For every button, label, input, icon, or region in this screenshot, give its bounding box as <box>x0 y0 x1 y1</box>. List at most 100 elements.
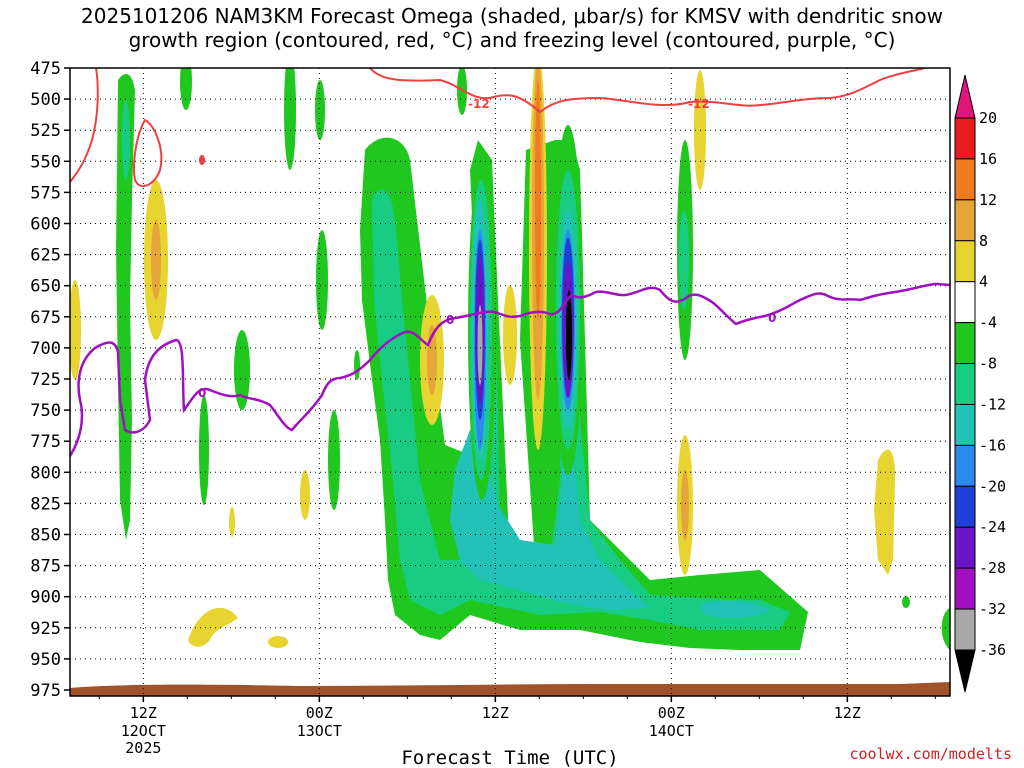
x-tick-year: 2025 <box>125 739 161 757</box>
y-tick-label: 950 <box>30 650 61 670</box>
omega-left-yellow-5 <box>188 607 238 647</box>
colorbar-swatch <box>954 403 976 446</box>
x-tick-date: 12OCT <box>121 722 166 740</box>
colorbar-swatch <box>954 158 976 201</box>
y-tick-label: 700 <box>30 339 61 359</box>
colorbar-label: 8 <box>979 232 988 250</box>
title-line-1: 2025101206 NAM3KM Forecast Omega (shaded… <box>81 4 943 28</box>
omega-core-2-black <box>566 290 572 380</box>
omega-sink-orange <box>535 80 541 320</box>
colorbar-swatch <box>954 117 976 160</box>
x-tick-label: 00Z <box>306 704 333 722</box>
omega-region-left-green <box>116 74 135 540</box>
colorbar-label: -12 <box>979 395 1006 413</box>
colorbar-swatch <box>954 363 976 405</box>
colorbar-swatch <box>954 199 976 242</box>
dgz-contour-dot <box>199 155 205 165</box>
colorbar-label: -20 <box>979 477 1006 495</box>
colorbar-swatch <box>954 526 976 569</box>
y-tick-label: 800 <box>30 463 61 483</box>
y-axis: 475 500 525 550 575 600 625 650 675 700 725 750 775 8… <box>30 59 70 701</box>
colorbar-swatch <box>954 322 976 365</box>
x-tick-date: 14OCT <box>649 722 694 740</box>
colorbar-label: -24 <box>979 518 1006 536</box>
omega-core-1-gray <box>477 305 483 385</box>
dgz-label-1: -12 <box>468 97 490 111</box>
colorbar-top-arrow <box>954 74 976 119</box>
y-tick-label: 975 <box>30 681 61 701</box>
colorbar-label: -4 <box>979 314 997 332</box>
dgz-contours <box>70 68 926 188</box>
colorbar-label: 12 <box>979 191 997 209</box>
colorbar-label: 16 <box>979 150 997 168</box>
y-tick-label: 775 <box>30 432 61 452</box>
dgz-contour-left <box>70 68 99 183</box>
omega-mid-teal-2 <box>679 210 689 310</box>
x-tick-label: 12Z <box>130 704 157 722</box>
dgz-label-2: -12 <box>688 97 710 111</box>
colorbar-label: 20 <box>979 109 997 127</box>
colorbar-swatch <box>954 608 976 651</box>
omega-left-green-7 <box>316 230 328 330</box>
omega-left-green-9 <box>354 350 360 380</box>
colorbar: 20 16 12 8 4 -4 -8 -12 -16 -20 -24 -28 -32 -36 <box>954 74 1006 693</box>
omega-left-yellow-2 <box>70 280 81 380</box>
colorbar-label: -16 <box>979 436 1006 454</box>
y-tick-label: 875 <box>30 557 61 577</box>
y-tick-label: 525 <box>30 121 61 141</box>
omega-left-green-8 <box>328 410 340 510</box>
colorbar-swatch <box>954 444 976 487</box>
omega-left-green-6 <box>315 80 325 140</box>
colorbar-label: -28 <box>979 559 1006 577</box>
omega-right-green-2 <box>941 608 950 650</box>
plot-frame <box>69 67 951 697</box>
y-tick-label: 500 <box>30 90 61 110</box>
y-tick-label: 925 <box>30 619 61 639</box>
colorbar-label: -8 <box>979 355 997 373</box>
freezing-level-contour <box>70 282 950 457</box>
dgz-contour-main <box>369 68 926 114</box>
credit-text: coolwx.com/modelts <box>849 745 1012 763</box>
x-axis-title: Forecast Time (UTC) <box>401 747 618 768</box>
title-line-2: growth region (contoured, red, °C) and f… <box>128 28 896 52</box>
omega-mid-yellow-2 <box>503 285 517 385</box>
omega-right-green-1 <box>902 596 910 608</box>
omega-region-cyan <box>450 420 650 610</box>
y-tick-label: 825 <box>30 494 61 514</box>
omega-mid-gold-4 <box>681 470 689 540</box>
y-tick-label: 750 <box>30 401 61 421</box>
x-tick-date: 13OCT <box>297 722 342 740</box>
y-tick-label: 900 <box>30 588 61 608</box>
y-tick-label: 625 <box>30 246 61 266</box>
omega-left-gold-1 <box>151 220 161 300</box>
omega-mid-green-1 <box>457 68 467 115</box>
y-tick-label: 850 <box>30 526 61 546</box>
omega-region-cyan-east <box>700 600 770 618</box>
omega-left-yellow-6 <box>268 636 288 648</box>
colorbar-label: 4 <box>979 273 988 291</box>
colorbar-swatch <box>954 485 976 528</box>
ground-surface <box>70 682 950 696</box>
y-tick-label: 650 <box>30 277 61 297</box>
freezing-level-contours <box>70 282 950 457</box>
fz-label-1: 0 <box>198 386 206 400</box>
omega-left-green-5 <box>284 68 296 170</box>
omega-left-teal <box>122 100 130 180</box>
omega-right-yellow <box>874 449 896 575</box>
y-tick-label: 575 <box>30 183 61 203</box>
omega-left-yellow-4 <box>229 507 235 537</box>
omega-left-green-2 <box>180 68 192 110</box>
y-tick-label: 600 <box>30 215 61 235</box>
colorbar-label: -36 <box>979 641 1006 659</box>
omega-left-green-4 <box>199 395 209 505</box>
contour-labels: -12 -12 0 0 0 <box>198 97 776 400</box>
x-tick-label: 00Z <box>658 704 685 722</box>
y-tick-label: 675 <box>30 308 61 328</box>
colorbar-swatch <box>954 567 976 610</box>
dgz-contour-loop <box>133 118 163 188</box>
colorbar-swatch <box>954 240 976 283</box>
colorbar-bottom-arrow <box>954 649 976 693</box>
fz-label-2: 0 <box>446 313 454 327</box>
fz-label-3: 0 <box>768 311 776 325</box>
